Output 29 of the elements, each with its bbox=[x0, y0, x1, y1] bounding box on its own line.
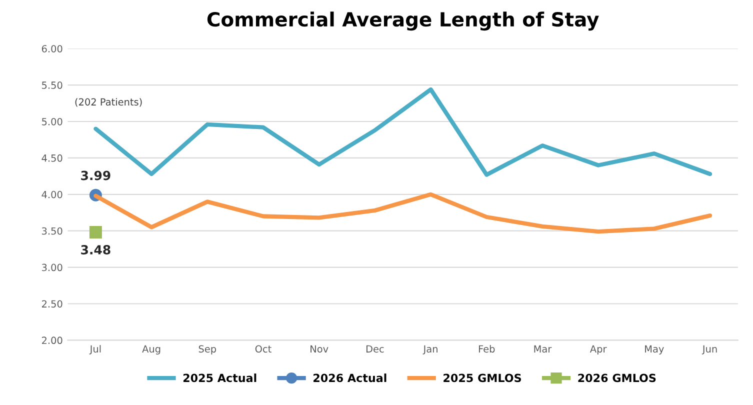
x-tick-label: Feb bbox=[478, 345, 495, 353]
y-tick-label: 4.50 bbox=[42, 154, 62, 162]
legend-label: 2025 GMLOS bbox=[444, 374, 521, 382]
x-tick-label: Jun bbox=[702, 345, 717, 354]
chart-title: Commercial Average Length of Stay bbox=[207, 12, 599, 31]
legend-label: 2025 Actual bbox=[183, 374, 256, 382]
y-tick-label: 5.00 bbox=[42, 118, 62, 126]
x-tick-label: Apr bbox=[590, 345, 607, 354]
y-tick-label: 2.00 bbox=[42, 336, 62, 344]
legend-label: 2026 GMLOS bbox=[578, 374, 656, 382]
y-tick-label: 4.00 bbox=[42, 190, 62, 198]
x-tick-label: Nov bbox=[310, 345, 328, 353]
y-tick-label: 5.50 bbox=[42, 82, 62, 89]
x-tick-label: Dec bbox=[366, 345, 384, 353]
x-tick-label: Sep bbox=[198, 345, 216, 354]
y-tick-label: 3.50 bbox=[42, 227, 62, 235]
x-tick-label: Jul bbox=[89, 345, 101, 354]
data-label: 3.99 bbox=[81, 170, 110, 180]
data-label: 3.48 bbox=[81, 245, 110, 254]
y-tick-label: 3.00 bbox=[42, 264, 62, 272]
y-tick-label: 6.00 bbox=[42, 45, 62, 52]
x-tick-label: Oct bbox=[255, 345, 272, 353]
y-tick-label: 2.50 bbox=[42, 300, 62, 308]
x-tick-label: Aug bbox=[142, 345, 160, 354]
x-tick-label: Mar bbox=[534, 345, 552, 353]
x-tick-label: May bbox=[645, 345, 664, 354]
legend-label: 2026 Actual bbox=[314, 374, 386, 382]
x-tick-label: Jan bbox=[422, 345, 438, 354]
annotation: (202 Patients) bbox=[75, 98, 142, 107]
